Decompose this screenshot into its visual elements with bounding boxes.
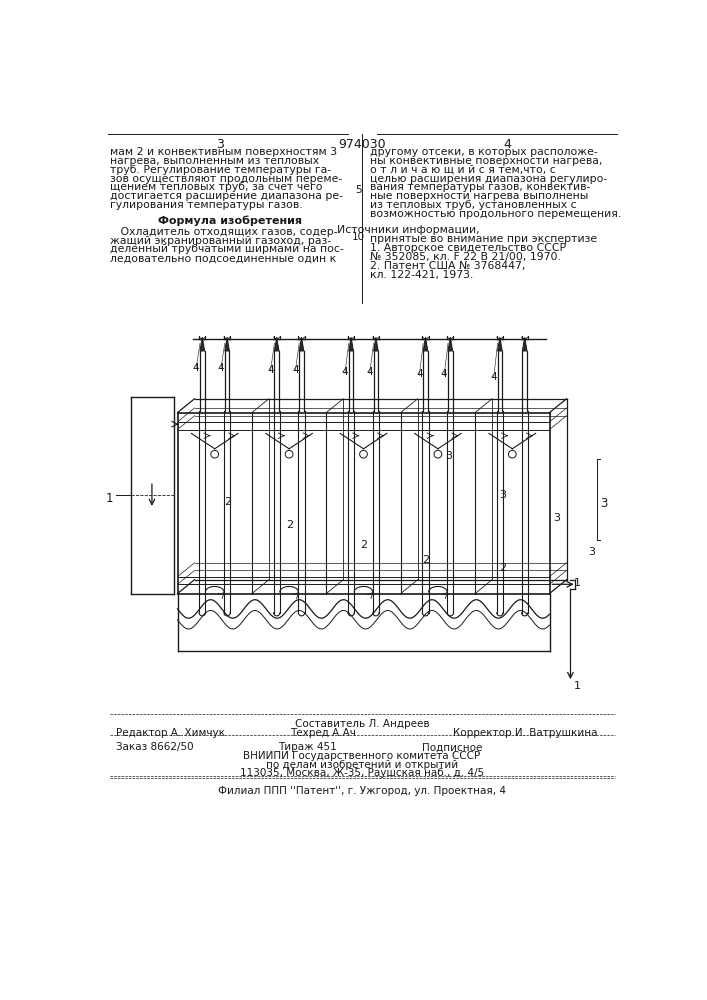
Text: вания температуры газов, конвектив-: вания температуры газов, конвектив- — [370, 182, 590, 192]
Text: достигается расширение диапазона ре-: достигается расширение диапазона ре- — [110, 191, 343, 201]
Polygon shape — [349, 337, 354, 351]
Text: кл. 122-421, 1973.: кл. 122-421, 1973. — [370, 270, 473, 280]
Text: принятые во внимание при экспертизе: принятые во внимание при экспертизе — [370, 234, 597, 244]
Text: Техред А.Ач: Техред А.Ач — [290, 728, 356, 738]
Text: 4: 4 — [503, 138, 511, 151]
Text: жащий экранированный газоход, раз-: жащий экранированный газоход, раз- — [110, 235, 331, 245]
Text: 4: 4 — [491, 372, 497, 382]
Text: Источники информации,: Источники информации, — [337, 225, 480, 235]
Text: Формула изобретения: Формула изобретения — [158, 216, 302, 226]
Text: зов осуществляют продольным переме-: зов осуществляют продольным переме- — [110, 174, 342, 184]
Polygon shape — [274, 337, 279, 351]
Text: 1. Авторское свидетельство СССР: 1. Авторское свидетельство СССР — [370, 243, 566, 253]
Text: Корректор И. Ватрушкина: Корректор И. Ватрушкина — [452, 728, 597, 738]
Text: о т л и ч а ю щ и й с я тем,что, с: о т л и ч а ю щ и й с я тем,что, с — [370, 165, 556, 175]
Polygon shape — [498, 337, 502, 351]
Text: деленный трубчатыми ширмами на пос-: деленный трубчатыми ширмами на пос- — [110, 244, 344, 254]
Polygon shape — [522, 337, 527, 351]
Text: 4: 4 — [416, 369, 423, 379]
Text: мам 2 и конвективным поверхностям 3: мам 2 и конвективным поверхностям 3 — [110, 147, 337, 157]
Text: 4: 4 — [292, 365, 298, 375]
Polygon shape — [448, 337, 452, 351]
Polygon shape — [423, 337, 428, 351]
Polygon shape — [299, 337, 304, 351]
Text: гулирования температуры газов.: гулирования температуры газов. — [110, 200, 303, 210]
Text: 1: 1 — [573, 578, 580, 588]
Text: ВНИИПИ Государственного комитета СССР: ВНИИПИ Государственного комитета СССР — [243, 751, 481, 761]
Text: Заказ 8662/50: Заказ 8662/50 — [115, 742, 193, 752]
Text: Охладитель отходящих газов, содер-: Охладитель отходящих газов, содер- — [110, 227, 338, 237]
Text: 3: 3 — [216, 138, 224, 151]
Text: 3: 3 — [445, 451, 452, 461]
Text: ные поверхности нагрева выполнены: ные поверхности нагрева выполнены — [370, 191, 588, 201]
Polygon shape — [373, 337, 378, 351]
Text: 2: 2 — [286, 520, 293, 530]
Text: Составитель Л. Андреев: Составитель Л. Андреев — [295, 719, 429, 729]
Text: № 352085, кл. F 22 В 21/00, 1970.: № 352085, кл. F 22 В 21/00, 1970. — [370, 252, 561, 262]
Text: щением тепловых труб, за счет чего: щением тепловых труб, за счет чего — [110, 182, 322, 192]
Text: 4: 4 — [440, 369, 448, 379]
Text: 113035, Москва, Ж-35, Раушская наб., д. 4/5: 113035, Москва, Ж-35, Раушская наб., д. … — [240, 768, 484, 778]
Text: Редактор А. Химчук: Редактор А. Химчук — [115, 728, 225, 738]
Polygon shape — [200, 337, 204, 351]
Text: 3: 3 — [600, 497, 607, 510]
Text: 10: 10 — [352, 232, 366, 242]
Text: 4: 4 — [193, 363, 199, 373]
Text: 2: 2 — [421, 555, 428, 565]
Text: 5: 5 — [356, 185, 362, 195]
Text: 974030: 974030 — [338, 138, 386, 151]
Text: 4: 4 — [267, 365, 274, 375]
Text: 3: 3 — [499, 490, 506, 500]
Text: 4: 4 — [218, 363, 224, 373]
Text: 1: 1 — [105, 492, 113, 505]
Text: возможностью продольного перемещения.: возможностью продольного перемещения. — [370, 209, 621, 219]
Text: 2: 2 — [499, 563, 506, 573]
Text: из тепловых труб, установленных с: из тепловых труб, установленных с — [370, 200, 576, 210]
Text: нагрева, выполненным из тепловых: нагрева, выполненным из тепловых — [110, 156, 319, 166]
Text: ледовательно подсоединенные один к: ледовательно подсоединенные один к — [110, 253, 337, 263]
Text: 3: 3 — [588, 547, 595, 557]
Text: 2: 2 — [224, 497, 231, 507]
Text: ны конвективные поверхности нагрева,: ны конвективные поверхности нагрева, — [370, 156, 602, 166]
Text: 3: 3 — [554, 513, 561, 523]
Text: Тираж 451: Тираж 451 — [279, 742, 337, 752]
Text: 4: 4 — [341, 367, 349, 377]
Text: 2: 2 — [360, 540, 367, 550]
Text: 2. Патент США № 3768447,: 2. Патент США № 3768447, — [370, 261, 525, 271]
Text: Филиал ППП ''Патент'', г. Ужгород, ул. Проектная, 4: Филиал ППП ''Патент'', г. Ужгород, ул. П… — [218, 786, 506, 796]
Text: Подписное: Подписное — [421, 742, 482, 752]
Polygon shape — [225, 337, 230, 351]
Text: 1: 1 — [573, 681, 580, 691]
Text: целью расширения диапазона регулиро-: целью расширения диапазона регулиро- — [370, 174, 607, 184]
Text: другому отсеки, в которых расположе-: другому отсеки, в которых расположе- — [370, 147, 597, 157]
Text: 4: 4 — [366, 367, 373, 377]
Text: труб. Регулирование температуры га-: труб. Регулирование температуры га- — [110, 165, 331, 175]
Text: по делам изобретений и открытий: по делам изобретений и открытий — [266, 760, 458, 770]
